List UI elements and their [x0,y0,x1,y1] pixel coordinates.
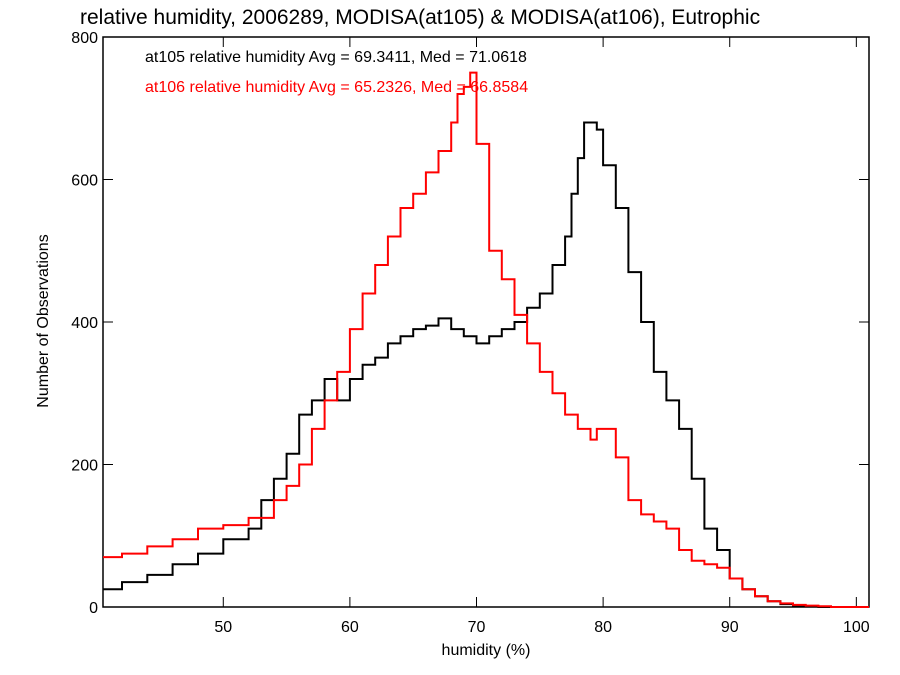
x-tick-label: 60 [341,619,359,636]
chart-title: relative humidity, 2006289, MODISA(at105… [80,6,760,29]
x-axis-label: humidity (%) [442,642,531,659]
y-axis-label: Number of Observations [35,234,52,407]
y-axis: 0 200 400 600 800 [71,30,869,617]
x-axis: 50 60 70 80 90 100 [214,37,870,636]
series-layer [103,71,869,608]
y-tick-label: 600 [71,173,98,190]
series-line-at106 [103,71,869,608]
x-tick-label: 50 [214,619,232,636]
x-tick-label: 70 [468,619,486,636]
y-tick-label: 400 [71,315,98,332]
y-tick-label: 200 [71,458,98,475]
y-tick-label: 0 [89,600,98,617]
x-tick-label: 80 [594,619,612,636]
legend-at106: at106 relative humidity Avg = 65.2326, M… [145,79,528,96]
series-line-at105 [103,121,869,608]
x-tick-label: 90 [721,619,739,636]
y-tick-label: 800 [71,30,98,47]
x-tick-label: 100 [843,619,870,636]
plot-frame [102,36,870,608]
legend-at105: at105 relative humidity Avg = 69.3411, M… [145,49,527,66]
